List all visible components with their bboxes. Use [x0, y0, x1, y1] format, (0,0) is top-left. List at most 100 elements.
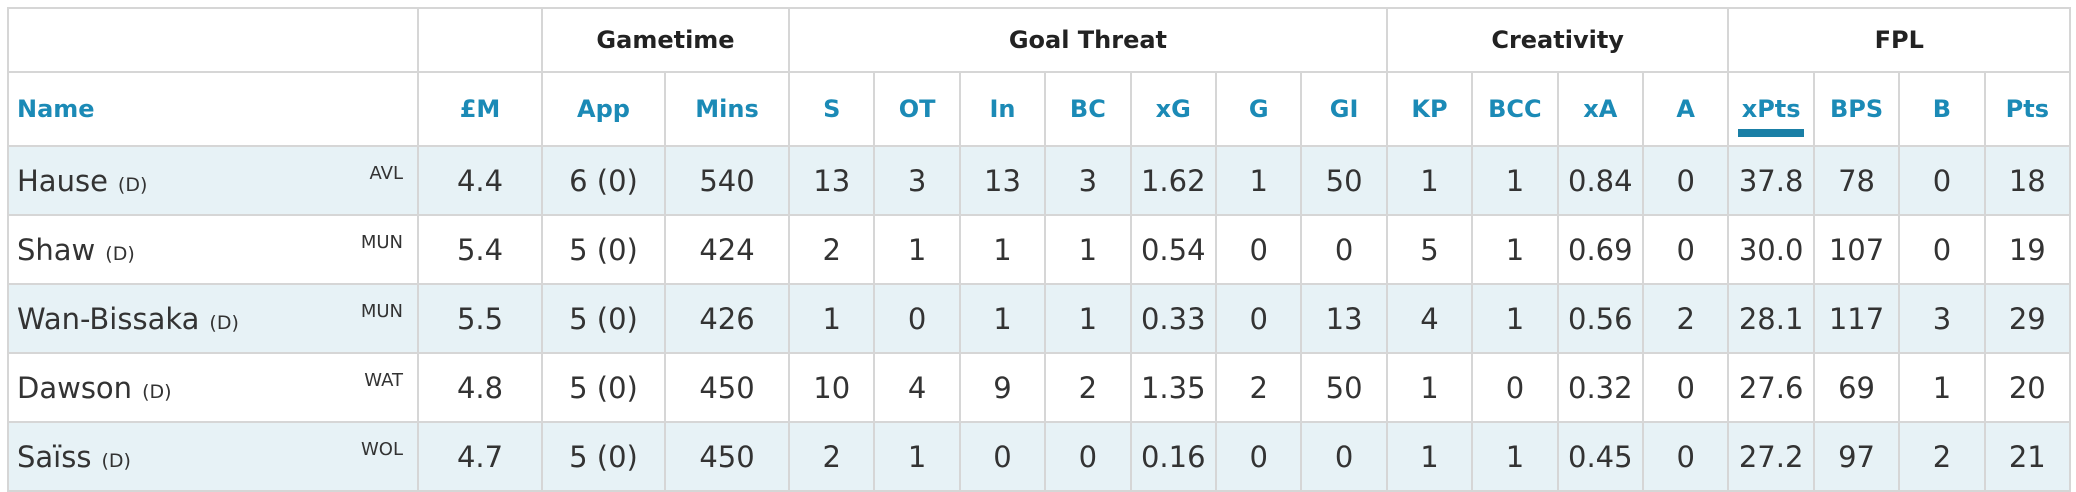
- player-team: MUN: [360, 232, 403, 253]
- stats-table: Gametime Goal Threat Creativity FPL Name £M Ap…: [7, 7, 2072, 492]
- player-name: Hause: [17, 163, 108, 198]
- stat-cell: 1: [1471, 145, 1559, 216]
- stat-cell: 13: [1300, 283, 1388, 354]
- group-header-spacer: [417, 7, 543, 73]
- stat-cell: 3: [1898, 283, 1986, 354]
- column-header[interactable]: App: [541, 71, 666, 147]
- column-header[interactable]: Name: [7, 71, 419, 147]
- player-cell: Dawson (D) WAT: [7, 352, 419, 423]
- stat-cell: 0: [1641, 421, 1730, 492]
- column-header[interactable]: BPS: [1812, 71, 1901, 147]
- player-name: Wan-Bissaka: [17, 301, 200, 336]
- stat-cell: 1: [1044, 214, 1132, 285]
- stat-cell: 0.16: [1129, 421, 1217, 492]
- stat-cell: 0: [1300, 421, 1388, 492]
- stat-cell: 9: [958, 352, 1047, 423]
- stat-cell: 0: [1641, 145, 1730, 216]
- stat-cell: 4: [1385, 283, 1474, 354]
- column-header[interactable]: GI: [1300, 71, 1388, 147]
- stat-cell: 37.8: [1727, 145, 1815, 216]
- stat-cell: 107: [1812, 214, 1901, 285]
- column-header[interactable]: xPts: [1727, 71, 1815, 147]
- stat-cell: 4: [873, 352, 961, 423]
- group-header-row: Gametime Goal Threat Creativity FPL: [7, 7, 2072, 73]
- stat-cell: 5.4: [417, 214, 543, 285]
- sort-indicator: [1738, 129, 1804, 137]
- group-header: FPL: [1727, 7, 2072, 73]
- column-header[interactable]: G: [1214, 71, 1303, 147]
- player-team: MUN: [360, 301, 403, 322]
- player-row[interactable]: Shaw (D) MUN 5.4 5 (0) 424 2 1 1 1 0.54 0 0 5 1 0.69 0 30…: [7, 214, 2072, 285]
- stat-cell: 0: [1898, 214, 1986, 285]
- stat-cell: 1: [788, 283, 876, 354]
- stat-cell: 21: [1983, 421, 2072, 492]
- stat-cell: 0: [1044, 421, 1132, 492]
- stat-cell: 2: [788, 214, 876, 285]
- stat-cell: 18: [1983, 145, 2072, 216]
- stat-cell: 2: [788, 421, 876, 492]
- stat-cell: 69: [1812, 352, 1901, 423]
- stat-cell: 450: [663, 352, 791, 423]
- stat-cell: 27.2: [1727, 421, 1815, 492]
- player-row[interactable]: Wan-Bissaka (D) MUN 5.5 5 (0) 426 1 0 1 1 0.33 0 13 4…: [7, 283, 2072, 354]
- stat-cell: 1: [1471, 214, 1559, 285]
- group-header: Goal Threat: [788, 7, 1388, 73]
- column-header[interactable]: xA: [1556, 71, 1645, 147]
- stat-cell: 1: [1214, 145, 1303, 216]
- stat-cell: 13: [788, 145, 876, 216]
- stat-cell: 424: [663, 214, 791, 285]
- column-header[interactable]: BC: [1044, 71, 1132, 147]
- stats-table-wrapper: Gametime Goal Threat Creativity FPL Name £M Ap…: [7, 7, 2072, 492]
- player-team: WOL: [361, 439, 403, 460]
- player-row[interactable]: Hause (D) AVL 4.4 6 (0) 540 13 3 13 3 1.62 1 50 1 1 0.8…: [7, 145, 2072, 216]
- stat-cell: 450: [663, 421, 791, 492]
- player-position: (D): [105, 242, 135, 265]
- player-cell: Wan-Bissaka (D) MUN: [7, 283, 419, 354]
- player-row[interactable]: Dawson (D) WAT 4.8 5 (0) 450 10 4 9 2 1.35 2 50 1 0 0.3…: [7, 352, 2072, 423]
- column-header[interactable]: xG: [1129, 71, 1217, 147]
- column-header[interactable]: B: [1898, 71, 1986, 147]
- stat-cell: 426: [663, 283, 791, 354]
- stat-cell: 97: [1812, 421, 1901, 492]
- stat-cell: 0: [1300, 214, 1388, 285]
- stat-cell: 5: [1385, 214, 1474, 285]
- column-header[interactable]: OT: [873, 71, 961, 147]
- column-header[interactable]: Pts: [1983, 71, 2072, 147]
- stat-cell: 0: [1641, 214, 1730, 285]
- stat-cell: 0.56: [1556, 283, 1645, 354]
- stat-cell: 1: [1385, 145, 1474, 216]
- stat-cell: 78: [1812, 145, 1901, 216]
- stat-cell: 0.45: [1556, 421, 1645, 492]
- stat-cell: 2: [1044, 352, 1132, 423]
- stat-cell: 4.7: [417, 421, 543, 492]
- player-name: Shaw: [17, 232, 96, 267]
- stat-cell: 3: [873, 145, 961, 216]
- stat-cell: 0: [1214, 214, 1303, 285]
- column-header[interactable]: A: [1641, 71, 1730, 147]
- stat-cell: 0: [1471, 352, 1559, 423]
- column-header[interactable]: BCC: [1471, 71, 1559, 147]
- group-header: Creativity: [1385, 7, 1730, 73]
- player-name: Dawson: [17, 370, 133, 405]
- stat-cell: 4.4: [417, 145, 543, 216]
- stat-cell: 10: [788, 352, 876, 423]
- stat-cell: 30.0: [1727, 214, 1815, 285]
- stat-cell: 0.84: [1556, 145, 1645, 216]
- stat-cell: 5 (0): [541, 421, 666, 492]
- stat-cell: 1.62: [1129, 145, 1217, 216]
- column-header[interactable]: Mins: [663, 71, 791, 147]
- stat-cell: 0.54: [1129, 214, 1217, 285]
- player-team: WAT: [364, 370, 403, 391]
- stat-cell: 0.32: [1556, 352, 1645, 423]
- column-header[interactable]: £M: [417, 71, 543, 147]
- stat-cell: 3: [1044, 145, 1132, 216]
- stat-cell: 1: [873, 214, 961, 285]
- column-header[interactable]: KP: [1385, 71, 1474, 147]
- stat-cell: 5.5: [417, 283, 543, 354]
- stat-cell: 1: [1044, 283, 1132, 354]
- player-row[interactable]: Saïss (D) WOL 4.7 5 (0) 450 2 1 0 0 0.16 0 0 1 1 0.45 0 2…: [7, 421, 2072, 492]
- column-header[interactable]: S: [788, 71, 876, 147]
- stat-cell: 5 (0): [541, 352, 666, 423]
- column-header[interactable]: In: [958, 71, 1047, 147]
